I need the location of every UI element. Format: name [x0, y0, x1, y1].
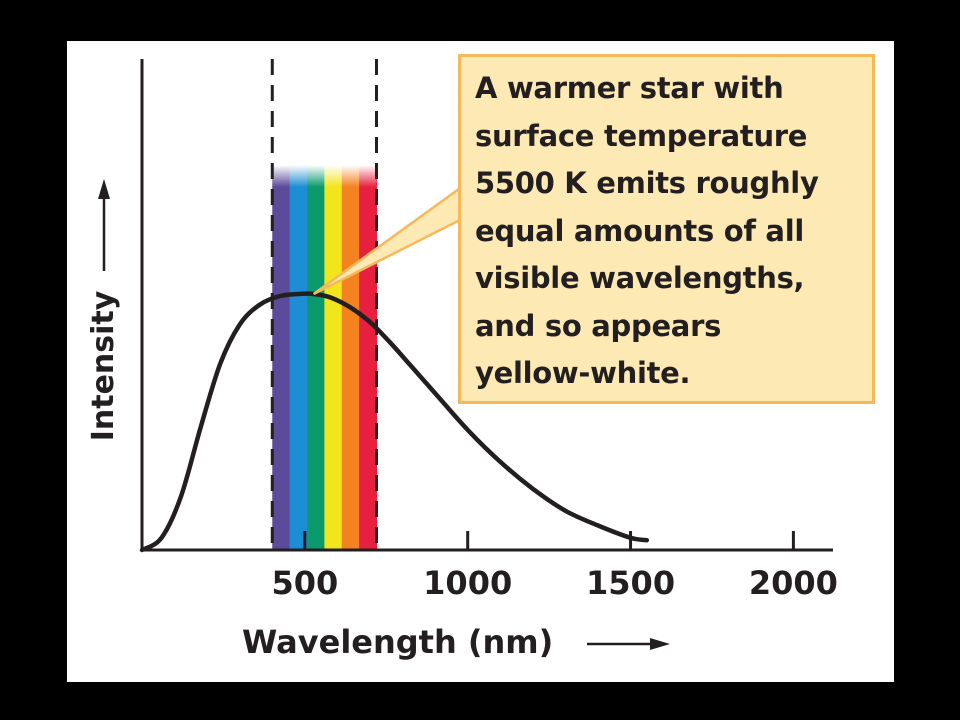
x-tick-label: 1500	[586, 564, 675, 602]
y-axis-label: Intensity	[86, 290, 121, 441]
annotation-line: surface temperature	[475, 118, 808, 153]
spectrum-band	[359, 165, 378, 550]
intensity-curve	[139, 291, 650, 553]
annotation-callout: A warmer star with surface temperature 5…	[458, 54, 875, 404]
annotation-line: 5500 K emits roughly	[475, 166, 819, 200]
x-tick-label: 2000	[749, 564, 838, 602]
spectrum-band	[272, 165, 291, 550]
annotation-line: and so appears	[475, 308, 722, 343]
spectrum-band	[341, 165, 360, 550]
spectrum-band	[289, 165, 308, 550]
spectrum-band	[307, 165, 325, 550]
x-tick-label: 500	[271, 564, 338, 602]
x-tick-label: 1000	[423, 564, 512, 602]
x-axis-arrow-head	[650, 638, 670, 650]
chart: 500 1000 1500 2000 Intensity Wavelength (nm…	[86, 59, 838, 661]
annotation-line: equal amounts of all	[475, 213, 804, 248]
spectrum-fade	[272, 165, 377, 187]
annotation-line: yellow-white.	[475, 356, 691, 390]
annotation-line: A warmer star with	[475, 71, 784, 105]
spectrum-band	[324, 165, 343, 550]
y-axis-arrow-head	[98, 179, 110, 199]
annotation-line: visible wavelengths,	[475, 261, 805, 295]
x-axis-label: Wavelength (nm)	[242, 623, 553, 661]
